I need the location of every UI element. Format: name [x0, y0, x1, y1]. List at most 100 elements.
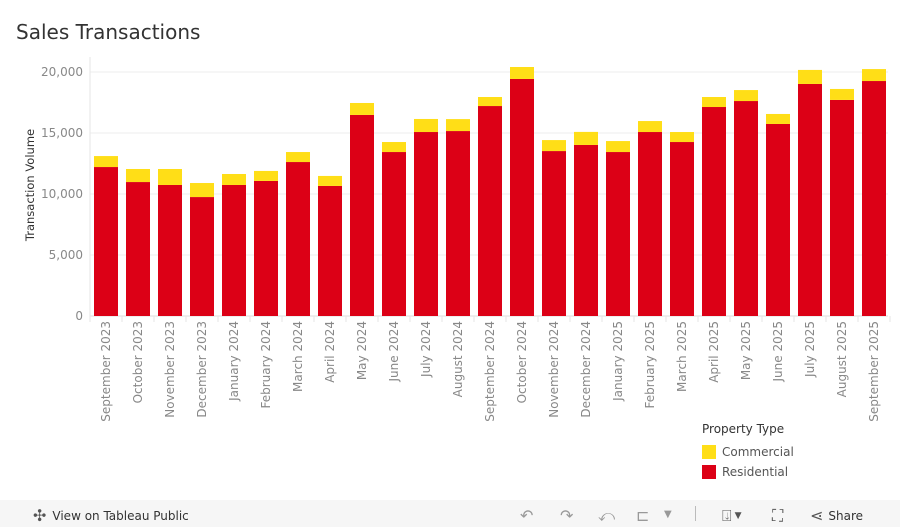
- legend-item-residential[interactable]: Residential: [702, 462, 794, 482]
- x-tick-label: September 2025: [867, 321, 881, 422]
- bar-residential: [222, 184, 246, 316]
- view-label: View on Tableau Public: [52, 508, 189, 523]
- bar-residential: [702, 107, 726, 316]
- bar-residential: [574, 144, 598, 316]
- bar-residential: [542, 151, 566, 316]
- bar-commercial: [734, 90, 758, 102]
- tableau-logo-icon: ✣: [33, 506, 47, 525]
- bar-commercial: [478, 97, 502, 107]
- bar-residential: [478, 106, 502, 317]
- legend: Property Type Commercial Residential: [702, 422, 794, 482]
- toolbar-divider: [695, 506, 696, 521]
- redo-icon[interactable]: ↷: [560, 506, 574, 525]
- chevron-down-icon[interactable]: ▼: [664, 509, 672, 520]
- bar-commercial: [830, 88, 854, 100]
- bar-residential: [414, 132, 438, 316]
- bar-commercial: [158, 168, 182, 185]
- bar-residential: [190, 197, 214, 316]
- x-tick-label: February 2025: [643, 321, 657, 409]
- fullscreen-icon[interactable]: ⛶: [772, 506, 784, 525]
- legend-label: Commercial: [722, 445, 794, 459]
- bar-residential: [254, 180, 278, 316]
- legend-label: Residential: [722, 465, 789, 479]
- x-tick-label: August 2024: [451, 321, 465, 397]
- legend-swatch-residential: [702, 465, 716, 479]
- x-tick-label: May 2025: [739, 321, 753, 380]
- y-tick-label: 15,000: [41, 126, 83, 140]
- share-icon: ⋖: [810, 506, 824, 525]
- refresh-icon[interactable]: ⊏: [636, 506, 650, 525]
- bar-commercial: [670, 132, 694, 143]
- x-tick-label: September 2024: [483, 321, 497, 422]
- x-tick-label: August 2025: [835, 321, 849, 397]
- bar-commercial: [94, 156, 118, 168]
- legend-title: Property Type: [702, 422, 785, 436]
- bar-residential: [638, 132, 662, 316]
- bar-residential: [318, 185, 342, 316]
- undo-icon[interactable]: ↶: [520, 506, 534, 525]
- bar-commercial: [510, 66, 534, 79]
- bar-residential: [158, 184, 182, 316]
- x-tick-label: April 2024: [323, 321, 337, 383]
- bar-commercial: [574, 131, 598, 145]
- bar-commercial: [414, 118, 438, 133]
- tableau-toolbar: ✣ View on Tableau Public ↶ ↷ ⤺ ⊏ ▼ ⍗ ▼ ⛶ …: [0, 500, 900, 527]
- bar-commercial: [382, 142, 406, 153]
- bar-residential: [862, 81, 886, 316]
- bar-residential: [126, 182, 150, 316]
- bar-residential: [734, 101, 758, 316]
- x-tick-label: January 2025: [611, 321, 625, 402]
- bar-commercial: [798, 69, 822, 84]
- bar-commercial: [606, 141, 630, 153]
- bar-commercial: [862, 69, 886, 82]
- bar-residential: [798, 83, 822, 317]
- bar-residential: [382, 152, 406, 316]
- stacked-bar-chart: 0 5,000 10,000 15,000 20,000 Transaction Volu…: [23, 57, 891, 422]
- y-tick-label: 10,000: [41, 187, 83, 201]
- revert-icon[interactable]: ⤺: [598, 506, 616, 525]
- bar-commercial: [222, 173, 246, 185]
- bar-commercial: [254, 170, 278, 181]
- download-icon[interactable]: ⍗ ▼: [722, 506, 742, 525]
- x-tick-label: December 2023: [195, 321, 209, 418]
- bar-commercial: [318, 175, 342, 186]
- chart-title: Sales Transactions: [16, 20, 201, 44]
- bar-residential: [766, 123, 790, 316]
- x-tick-label: July 2025: [803, 321, 817, 378]
- x-tick-label: January 2024: [227, 321, 241, 402]
- bar-commercial: [446, 119, 470, 132]
- x-tick-label: March 2024: [291, 321, 305, 392]
- y-tick-label: 5,000: [49, 248, 83, 262]
- x-tick-label: November 2023: [163, 321, 177, 418]
- bar-residential: [510, 78, 534, 316]
- bar-commercial: [190, 183, 214, 198]
- bar-residential: [286, 162, 310, 316]
- x-tick-label: April 2025: [707, 321, 721, 383]
- bar-residential: [606, 152, 630, 316]
- bar-commercial: [286, 152, 310, 163]
- x-tick-label: September 2023: [99, 321, 113, 422]
- share-button[interactable]: ⋖ Share: [810, 506, 863, 525]
- bar-commercial: [350, 102, 374, 115]
- share-label: Share: [828, 508, 864, 523]
- x-tick-label: February 2024: [259, 321, 273, 409]
- legend-item-commercial[interactable]: Commercial: [702, 442, 794, 462]
- bar-residential: [670, 142, 694, 316]
- bar-residential: [94, 167, 118, 316]
- bar-commercial: [638, 121, 662, 133]
- legend-swatch-commercial: [702, 445, 716, 459]
- x-tick-label: June 2024: [387, 321, 401, 383]
- view-on-tableau-public-link[interactable]: ✣ View on Tableau Public: [33, 506, 189, 525]
- x-tick-label: July 2024: [419, 321, 433, 378]
- x-tick-label: June 2025: [771, 321, 785, 383]
- x-tick-label: March 2025: [675, 321, 689, 392]
- x-tick-label: May 2024: [355, 321, 369, 380]
- y-axis-title: Transaction Volume: [23, 129, 37, 242]
- bar-residential: [446, 131, 470, 316]
- x-tick-label: December 2024: [579, 321, 593, 418]
- x-tick-label: November 2024: [547, 321, 561, 418]
- bar-residential: [350, 114, 374, 316]
- x-tick-label: October 2023: [131, 321, 145, 403]
- bar-commercial: [542, 140, 566, 152]
- x-tick-label: October 2024: [515, 321, 529, 403]
